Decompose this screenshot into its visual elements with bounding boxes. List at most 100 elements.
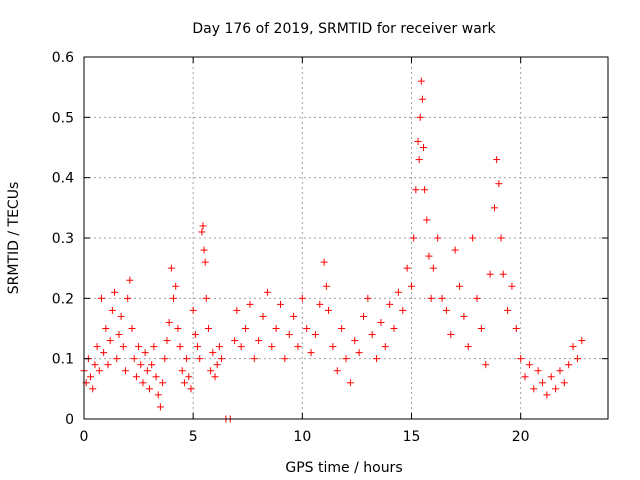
data-point (294, 343, 302, 351)
x-tick-label: 15 (403, 429, 421, 445)
data-point (176, 343, 184, 351)
data-point (211, 373, 219, 381)
data-point (154, 391, 162, 399)
data-point (521, 373, 529, 381)
data-point (373, 355, 381, 363)
data-point (486, 270, 494, 278)
x-tick-label: 5 (189, 429, 198, 445)
data-point (303, 325, 311, 332)
data-point (495, 180, 503, 188)
data-point (399, 306, 407, 314)
data-point (464, 343, 472, 351)
data-point (298, 294, 306, 302)
data-point (185, 373, 193, 381)
data-point (259, 312, 267, 320)
data-point (469, 234, 477, 242)
data-point (429, 264, 437, 272)
data-point (417, 77, 425, 85)
data-point (322, 282, 330, 290)
data-point (456, 282, 464, 290)
data-point (209, 349, 217, 357)
data-point (163, 337, 171, 345)
data-point (161, 355, 169, 363)
data-point (198, 228, 206, 236)
data-point (573, 355, 581, 363)
data-point (170, 294, 178, 302)
data-point (148, 361, 156, 369)
data-point (320, 258, 328, 266)
data-point (204, 325, 212, 332)
data-point (180, 379, 188, 387)
x-tick-label: 0 (80, 429, 89, 445)
data-point (250, 355, 258, 363)
data-point (156, 403, 164, 411)
data-point (178, 367, 186, 375)
data-point (237, 343, 245, 351)
y-tick-label: 0.3 (52, 231, 74, 247)
data-point (517, 355, 525, 363)
data-point (165, 318, 173, 326)
x-axis-label: GPS time / hours (285, 460, 402, 476)
data-point (569, 343, 577, 351)
chart-title: Day 176 of 2019, SRMTID for receiver war… (192, 21, 496, 37)
data-point (490, 204, 498, 212)
data-point (410, 234, 418, 242)
data-point (255, 337, 263, 345)
data-point (311, 331, 319, 339)
data-point (207, 367, 215, 375)
data-point (268, 343, 276, 351)
data-point (497, 234, 505, 242)
data-point (438, 294, 446, 302)
data-point (132, 373, 140, 381)
data-point (381, 343, 389, 351)
data-point (191, 331, 199, 339)
data-point (115, 331, 123, 339)
data-point (364, 294, 372, 302)
data-point (233, 306, 241, 314)
data-point (143, 367, 151, 375)
data-point (121, 367, 129, 375)
data-point (499, 270, 507, 278)
data-point (412, 186, 420, 194)
data-point (460, 312, 468, 320)
data-point (368, 331, 376, 339)
y-tick-label: 0.1 (52, 352, 74, 368)
data-point (512, 325, 520, 332)
data-point (272, 325, 280, 332)
data-point (508, 282, 516, 290)
data-point (159, 379, 167, 387)
y-axis-label: SRMTID / TECUs (6, 182, 22, 295)
data-point (482, 361, 490, 369)
data-point (578, 337, 586, 345)
data-point (172, 282, 180, 290)
data-point (556, 367, 564, 375)
data-point (111, 288, 119, 296)
data-point (418, 95, 426, 103)
data-point (100, 349, 108, 357)
data-point (189, 306, 197, 314)
data-point (246, 300, 254, 308)
data-point (194, 343, 202, 351)
data-point (119, 343, 127, 351)
data-point (139, 379, 147, 387)
data-point (104, 361, 112, 369)
data-point (93, 343, 101, 351)
data-point (416, 113, 424, 121)
data-point (113, 355, 121, 363)
data-point (338, 325, 346, 332)
y-tick-label: 0 (65, 412, 74, 428)
data-point (152, 373, 160, 381)
data-point (117, 312, 125, 320)
data-point (95, 367, 103, 375)
data-point (199, 222, 207, 230)
data-point (183, 355, 191, 363)
data-point (359, 312, 367, 320)
x-tick-label: 10 (293, 429, 311, 445)
data-point (565, 361, 573, 369)
data-point (218, 355, 226, 363)
data-point (420, 144, 428, 151)
data-point (201, 258, 209, 266)
data-point (285, 331, 293, 339)
data-point (403, 264, 411, 272)
data-point (290, 312, 298, 320)
